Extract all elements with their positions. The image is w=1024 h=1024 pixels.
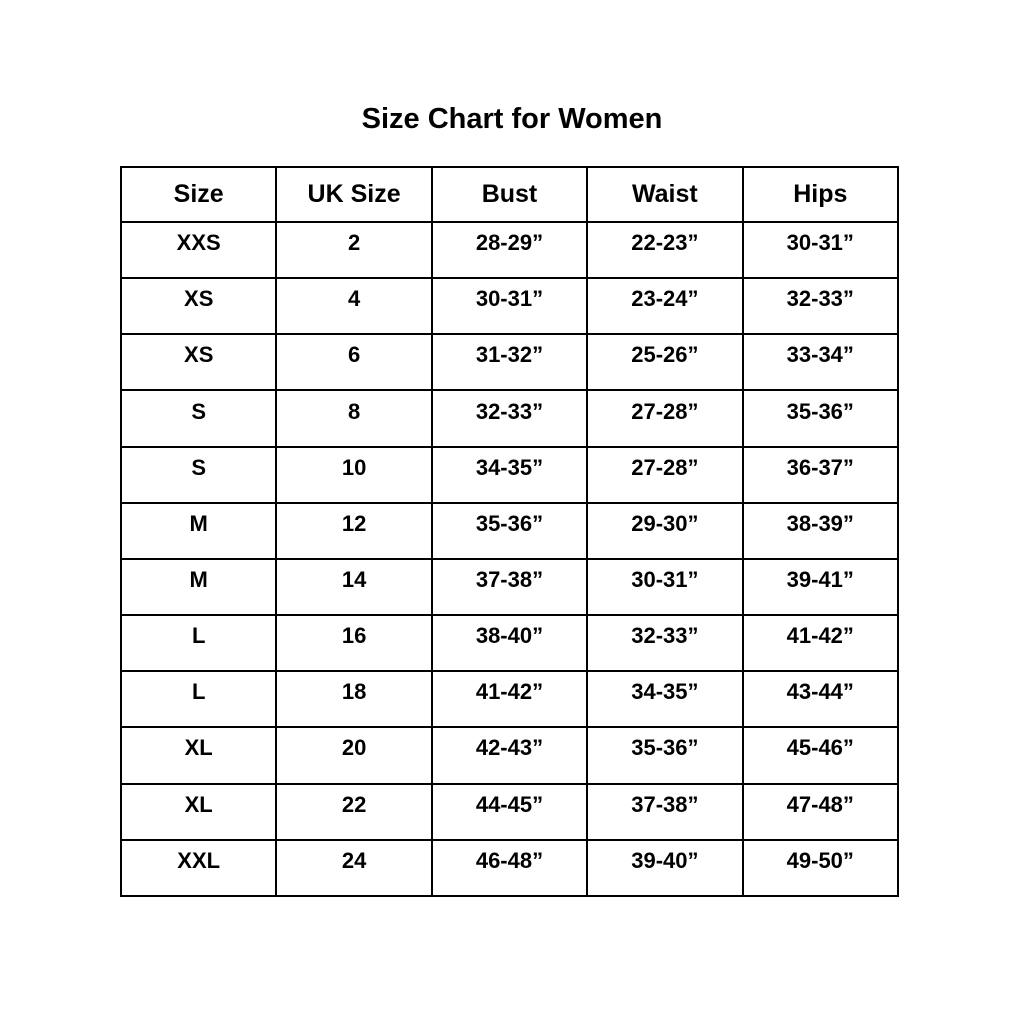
table-cell: 29-30” [586,501,744,560]
table-cell: M [119,557,278,617]
table-cell: 8 [275,389,433,448]
table-row: M 12 35-36” 29-30” 38-39” [119,501,900,560]
table-cell: S [119,389,278,448]
table-cell: 38-40” [430,614,589,673]
column-header: Size [119,166,278,223]
size-chart-header: Size UK Size Bust Waist Hips [119,166,900,223]
table-cell: 12 [275,501,433,560]
table-row: L 16 38-40” 32-33” 41-42” [119,614,900,673]
table-cell: 33-34” [741,333,900,392]
table-cell: 22 [275,782,433,841]
table-cell: 35-36” [586,726,744,785]
table-cell: 2 [275,220,433,280]
table-cell: XXL [119,838,278,898]
size-chart-body: XXS 2 28-29” 22-23” 30-31” XS 4 30-31” 23-24” 32-… [119,220,900,898]
table-cell: S [119,445,278,504]
table-cell: 34-35” [430,445,589,504]
table-cell: 6 [275,333,433,392]
table-cell: 35-36” [741,389,900,448]
table-cell: 37-38” [430,557,589,617]
table-cell: XS [119,277,278,336]
table-cell: 30-31” [430,277,589,336]
table-cell: 22-23” [586,220,744,280]
table-cell: 37-38” [586,782,744,841]
table-cell: 36-37” [741,445,900,504]
table-row: XS 4 30-31” 23-24” 32-33” [119,277,900,336]
table-cell: 18 [275,670,433,729]
table-cell: 42-43” [430,726,589,785]
table-row: S 10 34-35” 27-28” 36-37” [119,445,900,504]
page-title: Size Chart for Women [361,103,663,135]
table-cell: L [119,670,278,729]
table-cell: 20 [275,726,433,785]
table-cell: 39-41” [741,557,900,617]
table-cell: 32-33” [430,389,589,448]
table-cell: 45-46” [741,726,900,785]
table-cell: L [119,614,278,673]
column-header: Waist [586,166,744,223]
table-cell: 27-28” [586,389,744,448]
table-cell: 14 [275,557,433,617]
table-cell: 47-48” [741,782,900,841]
table-cell: 16 [275,614,433,673]
table-cell: 34-35” [586,670,744,729]
table-cell: 28-29” [430,220,589,280]
table-cell: 43-44” [741,670,900,729]
table-cell: 25-26” [586,333,744,392]
table-cell: 30-31” [586,557,744,617]
column-header: UK Size [275,166,433,223]
table-cell: 32-33” [586,614,744,673]
table-cell: 32-33” [741,277,900,336]
table-cell: XXS [119,220,278,280]
column-header: Bust [430,166,589,223]
table-row: XL 22 44-45” 37-38” 47-48” [119,782,900,841]
table-cell: 44-45” [430,782,589,841]
table-row: S 8 32-33” 27-28” 35-36” [119,389,900,448]
table-row: M 14 37-38” 30-31” 39-41” [119,557,900,617]
table-cell: 27-28” [586,445,744,504]
table-row: L 18 41-42” 34-35” 43-44” [119,670,900,729]
table-cell: 46-48” [430,838,589,898]
table-cell: M [119,501,278,560]
header-row: Size UK Size Bust Waist Hips [119,166,900,223]
table-cell: 4 [275,277,433,336]
table-cell: 35-36” [430,501,589,560]
table-cell: XL [119,782,278,841]
size-chart-table: Size UK Size Bust Waist Hips XXS 2 28-29” 22-23… [119,166,900,898]
table-cell: 38-39” [741,501,900,560]
table-row: XL 20 42-43” 35-36” 45-46” [119,726,900,785]
table-cell: 41-42” [741,614,900,673]
table-cell: 10 [275,445,433,504]
table-row: XS 6 31-32” 25-26” 33-34” [119,333,900,392]
table-cell: 31-32” [430,333,589,392]
table-row: XXL 24 46-48” 39-40” 49-50” [119,838,900,898]
table-cell: 23-24” [586,277,744,336]
table-cell: 30-31” [741,220,900,280]
table-row: XXS 2 28-29” 22-23” 30-31” [119,220,900,280]
table-cell: XS [119,333,278,392]
table-cell: XL [119,726,278,785]
table-cell: 24 [275,838,433,898]
table-cell: 39-40” [586,838,744,898]
table-cell: 49-50” [741,838,900,898]
table-cell: 41-42” [430,670,589,729]
column-header: Hips [741,166,900,223]
